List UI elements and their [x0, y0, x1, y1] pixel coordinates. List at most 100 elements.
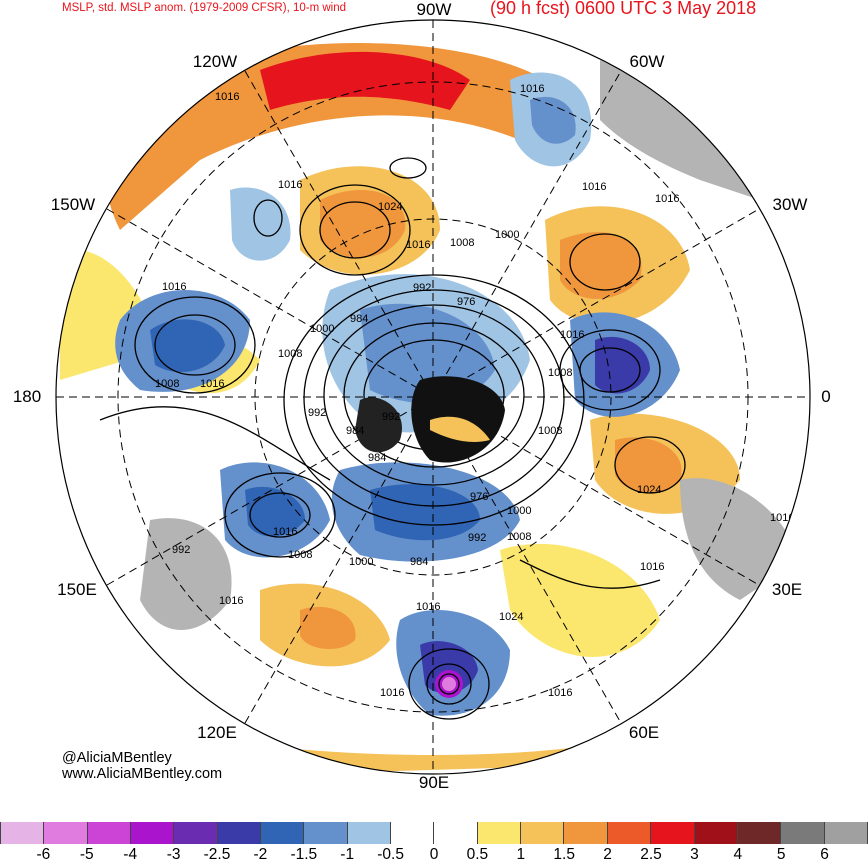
colorbar-swatch [737, 822, 782, 844]
colorbar-swatch [217, 822, 262, 844]
contour-label: 1008 [450, 237, 474, 249]
land-australia [140, 518, 232, 630]
contour-label: 992 [172, 544, 190, 556]
contour-label: 1016 [548, 687, 572, 699]
colorbar-swatch [434, 822, 478, 844]
contour-label: 1008 [288, 549, 312, 561]
contour-label: 1024 [637, 484, 661, 496]
colorbar-swatch [0, 822, 45, 844]
colorbar-tick-label: 1 [516, 846, 526, 863]
lon-label-30e: 30E [771, 580, 803, 599]
contour-label: 1000 [310, 323, 334, 335]
contour-label: 1016 [162, 281, 186, 293]
contour-label: 1000 [495, 229, 519, 241]
negative-anomaly-region [595, 336, 650, 394]
colorbar-tick-label: -3 [166, 846, 181, 863]
contour-label: 1016 [215, 91, 239, 103]
contour-label: 984 [346, 425, 364, 437]
negative-anomaly-region [530, 96, 576, 144]
lon-label-120e: 120E [197, 723, 237, 742]
lon-label-90e: 90E [418, 773, 450, 792]
contour-label: 984 [410, 556, 428, 568]
lon-label-90w: 90W [416, 0, 452, 19]
contour-label: 984 [350, 313, 368, 325]
contour-label: 1016 [520, 83, 544, 95]
contour-label: 1016 [219, 595, 243, 607]
positive-anomaly-region [615, 437, 682, 493]
lon-label-150w: 150W [50, 195, 96, 214]
colorbar-swatch [174, 822, 218, 844]
colorbar-swatch [651, 822, 695, 844]
negative-anomaly-region [230, 187, 291, 261]
negative-anomaly-region [420, 641, 478, 694]
colorbar-tick-label: 2.5 [640, 846, 662, 863]
contour-label: 992 [413, 282, 431, 294]
colorbar-swatch [44, 822, 88, 844]
contour-label: 1008 [155, 378, 179, 390]
colorbar-tick-label: -1.5 [290, 846, 318, 863]
polar-map: 1016 1016 1016 1016 1024 1016 1008 1000 … [55, 19, 811, 775]
colorbar-tick-label: -1 [340, 846, 355, 863]
lon-label-60w: 60W [629, 52, 665, 71]
colorbar-swatch [261, 822, 305, 844]
contour-label: 1024 [378, 201, 402, 213]
terrain-isobar-cluster [355, 397, 402, 453]
colorbar-swatch [521, 822, 565, 844]
positive-anomaly-region [500, 543, 660, 658]
positive-anomaly-region [320, 190, 406, 258]
negative-anomaly-core [442, 677, 456, 691]
contour-label: 992 [382, 411, 400, 423]
contour-label: 1016 [273, 526, 297, 538]
contour-label: 1016 [200, 378, 224, 390]
contour-label: 1016 [278, 179, 302, 191]
colorbar-tick-label: 3 [690, 846, 699, 863]
colorbar-swatch [304, 822, 348, 844]
lon-label-120w: 120W [192, 52, 238, 71]
credit-website[interactable]: www.AliciaMBentley.com [62, 766, 223, 782]
map-title: MSLP, std. MSLP anom. (1979-2009 CFSR), … [62, 2, 347, 14]
colorbar-swatch [781, 822, 825, 844]
colorbar-tick-label: 6 [820, 846, 829, 863]
contour-label: 1008 [548, 367, 572, 379]
contour-label: 1008 [507, 531, 531, 543]
colorbar-tick-label: -6 [36, 846, 51, 863]
contour-label: 1016 [416, 601, 440, 613]
contour-label: 1008 [278, 348, 302, 360]
colorbar-swatch [131, 822, 175, 844]
negative-anomaly-region [150, 319, 225, 373]
contour-label: 1024 [499, 611, 523, 623]
contour-label: 1016 [380, 687, 404, 699]
contour-label: 992 [308, 407, 326, 419]
colorbar-tick-label: -2.5 [203, 846, 231, 863]
colorbar-tick-label: -5 [79, 846, 94, 863]
colorbar-swatch [694, 822, 738, 844]
colorbar-tick-label: 5 [776, 846, 786, 863]
colorbar-tick-label: 4 [733, 846, 743, 863]
colorbar-tick-label: 2 [603, 846, 612, 863]
contour-label: 984 [368, 452, 386, 464]
colorbar-swatch [564, 822, 608, 844]
colorbar-swatch [477, 822, 522, 844]
contour-label: 1016 [770, 512, 794, 524]
contour-label: 976 [470, 491, 488, 503]
contour-label: 1016 [582, 181, 606, 193]
negative-anomaly-region [370, 484, 480, 541]
land-greenland [600, 60, 760, 200]
anomaly-colorbar [0, 822, 868, 844]
colorbar-swatch [347, 822, 392, 844]
colorbar-swatch [391, 822, 435, 844]
map-boundary [55, 19, 811, 775]
colorbar-tick-label: -2 [253, 846, 268, 863]
contour-label: 1000 [349, 556, 373, 568]
lon-label-150e: 150E [57, 580, 97, 599]
colorbar-tick-label: 1.5 [553, 846, 575, 863]
colorbar-tick-label: 0.5 [466, 846, 489, 863]
lon-label-60e: 60E [628, 723, 660, 742]
contour-label: 1016 [406, 239, 430, 251]
colorbar-tick-label: -0.5 [377, 846, 404, 863]
contour-label: 1016 [655, 193, 679, 205]
lon-label-30w: 30W [772, 195, 808, 214]
contour-label: 976 [457, 296, 475, 308]
forecast-time: (90 h fcst) 0600 UTC 3 May 2018 [490, 0, 757, 18]
contour-label: 1016 [560, 329, 584, 341]
